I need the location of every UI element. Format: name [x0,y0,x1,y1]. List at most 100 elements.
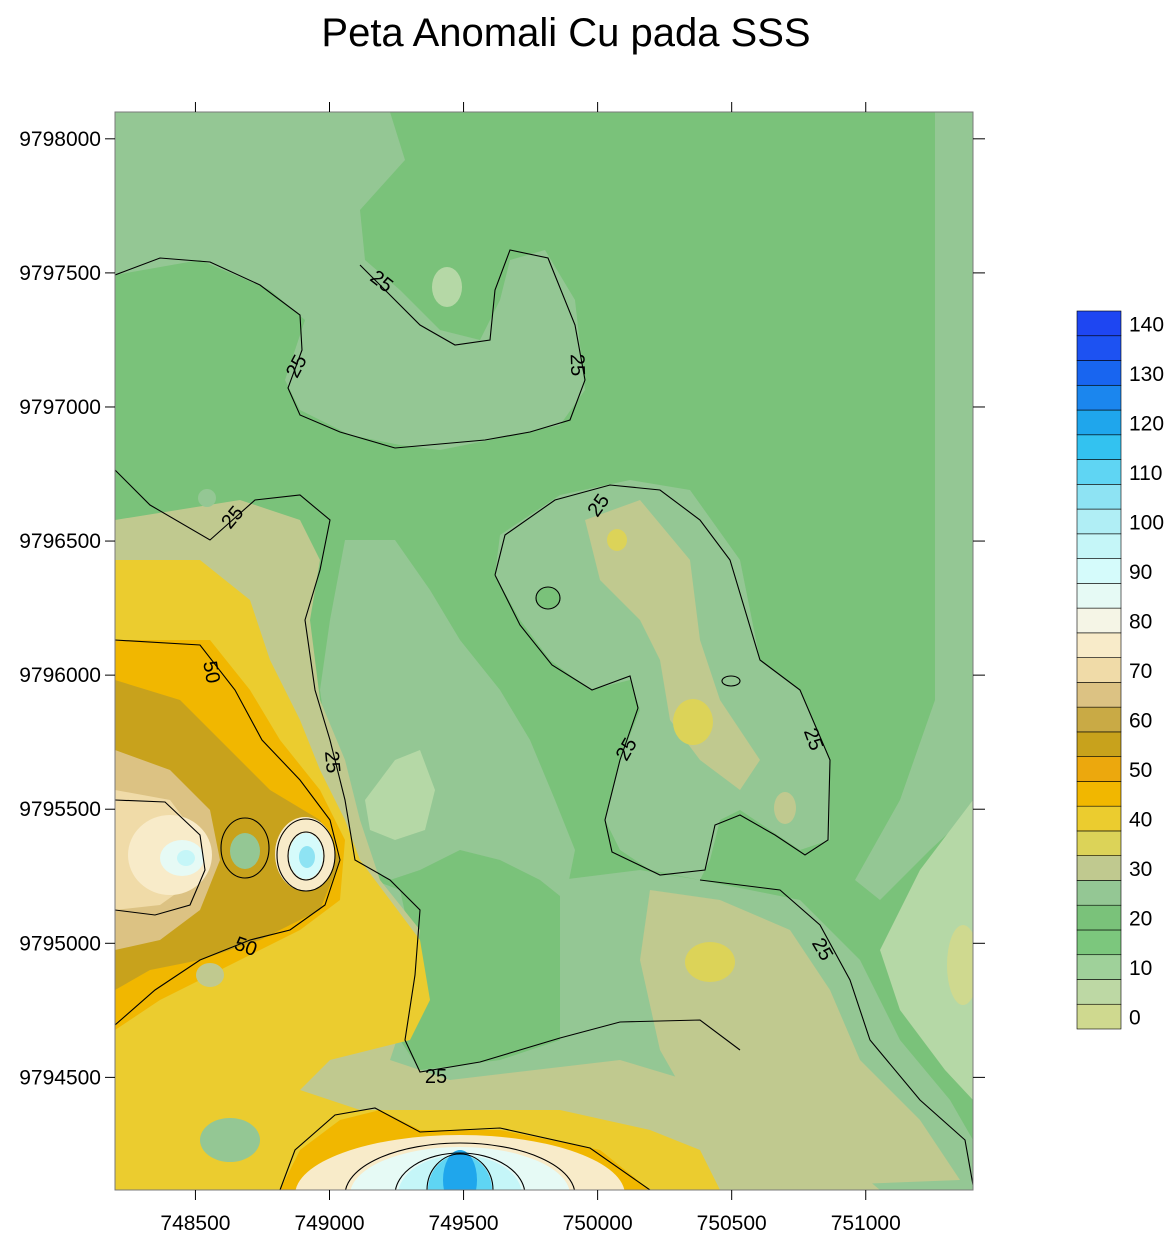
y-tick-label: 9796000 [19,664,101,687]
fill-spot-1 [200,1118,260,1162]
legend-label: 40 [1129,809,1152,832]
contour-line-50-west [115,639,341,1026]
legend-swatch [1076,979,1122,1005]
x-tick-label: 749500 [429,1212,499,1235]
legend-swatch [1076,880,1122,906]
contour-line-pocket-1 [220,817,270,879]
fill-spot-8 [198,489,216,507]
legend-label: 110 [1129,462,1162,485]
fill-low-nw [115,112,585,450]
fill-spot-5 [607,529,627,551]
contour-line-pocket-2b [287,831,325,881]
y-tick-label: 9798000 [19,128,101,151]
fill-core-south-4 [443,1150,477,1190]
legend-swatch [1076,756,1122,782]
fill-mid-east-lobe [585,500,760,790]
contour-line-south [279,1107,651,1190]
fill-core-west-center [177,850,195,866]
x-tick-label: 750500 [697,1212,767,1235]
legend-label: 80 [1129,610,1152,633]
contour-lines [115,249,973,1190]
fill-spot-9 [536,587,560,609]
legend-swatch [1076,384,1122,411]
legend-swatch [1076,954,1122,980]
contour-label: 25 [425,1066,447,1088]
legend-label: 140 [1129,313,1164,336]
legend-swatch [1076,409,1122,436]
x-tick-label: 750000 [563,1212,633,1235]
contour-label: 50 [198,659,224,685]
legend-label: 60 [1129,710,1152,733]
legend-swatch [1076,583,1122,609]
legend-label: 120 [1129,412,1164,435]
fill-pocket-1-inner [230,833,260,869]
legend-label: 70 [1129,660,1152,683]
chart-title: Peta Anomali Cu pada SSS [321,11,810,55]
fill-spot-10 [947,925,973,1005]
contour-label: 25 [320,750,344,774]
legend-swatch [1076,508,1122,535]
contour-line-nw [115,249,586,449]
contour-line-east [494,484,831,876]
legend-swatch [1076,335,1122,361]
contour-line-tiny [721,675,741,687]
legend-swatch [1076,360,1122,386]
y-tick-label: 9794500 [19,1066,101,1089]
legend-swatch [1076,929,1122,956]
legend-label: 90 [1129,561,1152,584]
contour-line-spot [535,586,561,610]
legend-swatch [1076,830,1122,856]
legend-swatch [1076,731,1122,757]
legend-swatch [1076,484,1122,510]
contour-line-south-core-1 [345,1142,575,1190]
legend-label: 0 [1129,1007,1141,1030]
legend-swatch [1076,657,1122,683]
legend-swatch [1076,855,1122,881]
legend-swatch [1076,706,1122,733]
legend-label: 10 [1129,957,1152,980]
legend-label: 130 [1129,363,1164,386]
fill-spot-3 [685,942,735,982]
fill-spot-4 [673,699,713,745]
contour-line-se [699,879,973,1186]
legend-swatch [1076,459,1122,485]
legend-label: 100 [1129,511,1164,534]
contour-line-west-core [115,799,206,916]
contour-line-south-core-2 [394,1152,526,1190]
legend-swatch [1076,607,1122,634]
legend-swatch [1076,805,1122,832]
fill-spot-6 [774,792,796,824]
contour-line-west [115,469,741,1073]
legend-swatch [1076,1003,1122,1030]
legend-swatch [1076,682,1122,708]
plot-frame [114,111,974,1191]
fill-spot-2 [196,963,224,987]
legend-swatch [1076,310,1122,337]
y-tick-label: 9795500 [19,798,101,821]
fill-spot-7 [432,267,462,307]
legend-swatch [1076,904,1122,931]
contour-fills [115,112,973,1190]
fill-low-ne [855,112,973,900]
y-tick-label: 9797000 [19,396,101,419]
x-tick-label: 748500 [160,1212,230,1235]
legend-label: 50 [1129,759,1152,782]
contour-line-pocket-2 [276,818,336,892]
y-tick-label: 9795000 [19,932,101,955]
legend-label: 20 [1129,908,1152,931]
contour-line-south-core-3 [426,1153,494,1190]
axes: 748500 749000 749500 750000 750500 751000 9794… [19,102,985,1235]
legend-label: 30 [1129,858,1152,881]
legend-swatch [1076,558,1122,584]
legend-swatch [1076,632,1122,658]
x-tick-label: 751000 [831,1212,901,1235]
fill-low-e-lower [880,800,973,1100]
contour-label: 25 [566,354,589,377]
legend-swatch [1076,781,1122,807]
y-tick-label: 9796500 [19,530,101,553]
y-tick-label: 9797500 [19,262,101,285]
fill-low-center-inner [365,750,435,840]
fill-pocket-2-core [299,846,315,868]
